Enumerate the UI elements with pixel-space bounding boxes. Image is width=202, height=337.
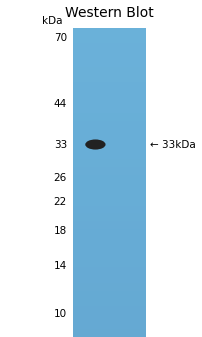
Bar [73, 229, 145, 237]
Bar [73, 136, 145, 144]
Bar [73, 82, 145, 90]
Bar [73, 28, 145, 337]
Bar [73, 74, 145, 82]
Bar [73, 105, 145, 113]
Bar [73, 290, 145, 298]
Bar [73, 67, 145, 74]
Bar [73, 28, 145, 36]
Ellipse shape [85, 140, 105, 150]
Bar [73, 260, 145, 268]
Text: 44: 44 [54, 99, 67, 109]
Bar [73, 283, 145, 290]
Bar [73, 329, 145, 337]
Bar [73, 198, 145, 206]
Bar [73, 206, 145, 213]
Bar [73, 144, 145, 152]
Bar [73, 221, 145, 229]
Text: 22: 22 [54, 197, 67, 207]
Text: Western Blot: Western Blot [65, 6, 153, 20]
Bar [73, 190, 145, 198]
Bar [73, 268, 145, 275]
Text: 18: 18 [54, 225, 67, 236]
Bar [73, 213, 145, 221]
Bar [73, 128, 145, 136]
Text: kDa: kDa [42, 16, 63, 26]
Text: 26: 26 [54, 173, 67, 183]
Bar [73, 314, 145, 321]
Bar [73, 275, 145, 283]
Text: 10: 10 [54, 309, 67, 319]
Bar [73, 306, 145, 314]
Bar [73, 113, 145, 121]
Bar [73, 183, 145, 190]
Bar [73, 121, 145, 128]
Bar [73, 152, 145, 159]
Text: 33: 33 [54, 140, 67, 150]
Bar [73, 237, 145, 244]
Bar [73, 59, 145, 67]
Bar [73, 167, 145, 175]
Text: ← 33kDa: ← 33kDa [149, 140, 195, 150]
Bar [73, 36, 145, 43]
Bar [73, 321, 145, 329]
Bar [73, 252, 145, 260]
Text: 14: 14 [54, 261, 67, 271]
Bar [73, 90, 145, 97]
Bar [73, 298, 145, 306]
Bar [73, 159, 145, 167]
Bar [73, 43, 145, 51]
Bar [73, 244, 145, 252]
Bar [73, 51, 145, 59]
Bar [73, 97, 145, 105]
Bar [73, 175, 145, 183]
Text: 70: 70 [54, 33, 67, 43]
